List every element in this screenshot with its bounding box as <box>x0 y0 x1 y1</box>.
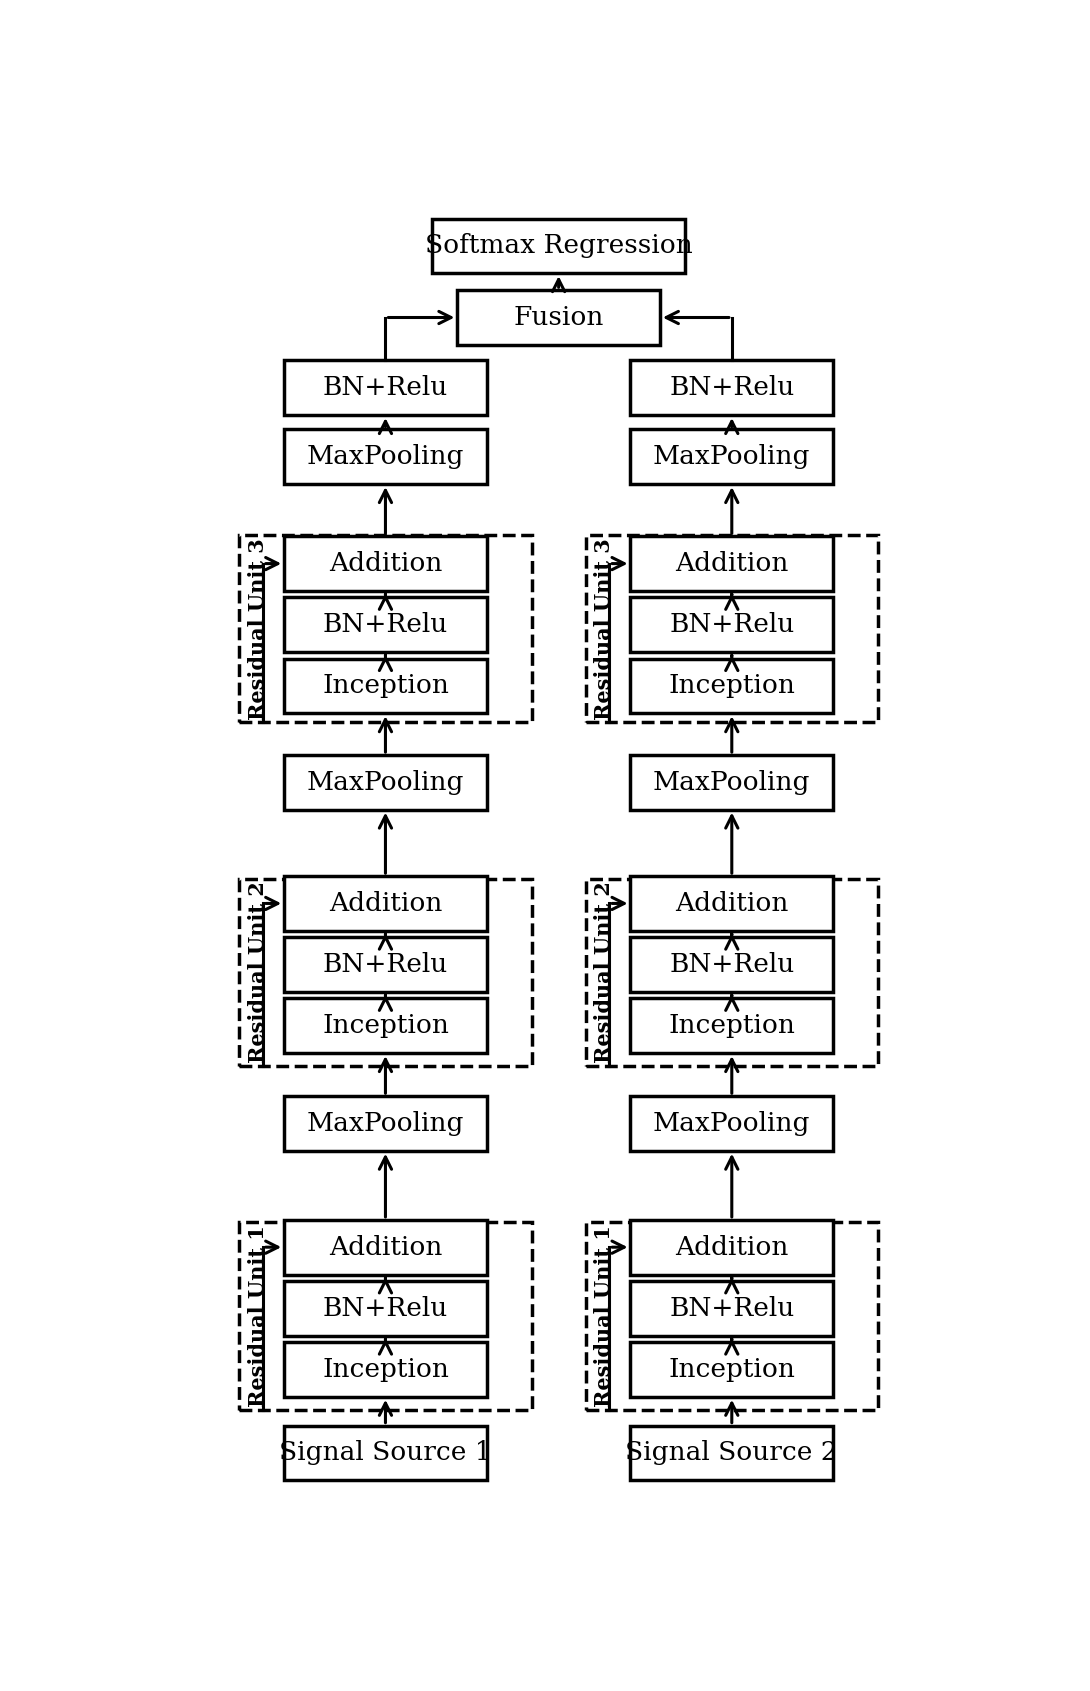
Text: Residual Unit 3: Residual Unit 3 <box>594 538 615 720</box>
Bar <box>432 218 686 274</box>
Text: BN+Relu: BN+Relu <box>323 952 448 977</box>
Bar <box>458 291 661 345</box>
Bar <box>585 1223 877 1410</box>
Text: Addition: Addition <box>329 1234 443 1260</box>
Bar <box>630 536 833 590</box>
Text: Signal Source 2: Signal Source 2 <box>626 1441 838 1466</box>
Bar <box>630 1426 833 1480</box>
Bar <box>630 754 833 810</box>
Text: BN+Relu: BN+Relu <box>323 1295 448 1321</box>
Text: Inception: Inception <box>322 1013 449 1038</box>
Bar <box>630 937 833 993</box>
Bar <box>284 998 487 1053</box>
Bar <box>240 1223 532 1410</box>
Bar <box>284 597 487 653</box>
Text: MaxPooling: MaxPooling <box>306 445 464 470</box>
Text: BN+Relu: BN+Relu <box>669 952 795 977</box>
Bar <box>240 879 532 1067</box>
Bar <box>284 1096 487 1152</box>
Text: Inception: Inception <box>322 673 449 698</box>
Bar <box>630 1096 833 1152</box>
Text: BN+Relu: BN+Relu <box>323 612 448 638</box>
Text: Softmax Regression: Softmax Regression <box>425 233 692 259</box>
Text: MaxPooling: MaxPooling <box>653 445 811 470</box>
Bar <box>284 1219 487 1275</box>
Text: BN+Relu: BN+Relu <box>669 1295 795 1321</box>
Bar <box>284 536 487 590</box>
Bar <box>630 1219 833 1275</box>
Bar <box>284 1282 487 1336</box>
Text: Addition: Addition <box>675 891 788 917</box>
Bar <box>630 430 833 484</box>
Text: BN+Relu: BN+Relu <box>323 375 448 401</box>
Bar <box>585 879 877 1067</box>
Bar <box>630 597 833 653</box>
Text: Residual Unit 2: Residual Unit 2 <box>247 881 268 1064</box>
Text: Addition: Addition <box>329 891 443 917</box>
Text: Addition: Addition <box>675 1234 788 1260</box>
Text: Inception: Inception <box>668 673 796 698</box>
Text: Addition: Addition <box>329 551 443 577</box>
Bar <box>630 659 833 714</box>
Bar <box>240 534 532 722</box>
Bar <box>284 360 487 416</box>
Text: Signal Source 1: Signal Source 1 <box>279 1441 492 1466</box>
Bar <box>630 1282 833 1336</box>
Text: MaxPooling: MaxPooling <box>653 769 811 795</box>
Bar <box>284 659 487 714</box>
Text: Addition: Addition <box>675 551 788 577</box>
Text: Fusion: Fusion <box>513 304 604 330</box>
Bar <box>630 360 833 416</box>
Bar <box>630 876 833 930</box>
Bar <box>630 1343 833 1397</box>
Bar <box>284 876 487 930</box>
Text: Residual Unit 1: Residual Unit 1 <box>594 1226 615 1407</box>
Text: BN+Relu: BN+Relu <box>669 375 795 401</box>
Bar <box>284 1343 487 1397</box>
Text: Residual Unit 2: Residual Unit 2 <box>594 881 615 1064</box>
Bar <box>585 534 877 722</box>
Text: MaxPooling: MaxPooling <box>306 769 464 795</box>
Text: Inception: Inception <box>668 1013 796 1038</box>
Text: Residual Unit 3: Residual Unit 3 <box>247 538 268 720</box>
Text: Residual Unit 1: Residual Unit 1 <box>247 1226 268 1407</box>
Bar <box>284 754 487 810</box>
Bar <box>630 998 833 1053</box>
Bar <box>284 430 487 484</box>
Text: Inception: Inception <box>668 1358 796 1382</box>
Bar <box>284 1426 487 1480</box>
Text: MaxPooling: MaxPooling <box>653 1111 811 1136</box>
Text: BN+Relu: BN+Relu <box>669 612 795 638</box>
Bar <box>284 937 487 993</box>
Text: MaxPooling: MaxPooling <box>306 1111 464 1136</box>
Text: Inception: Inception <box>322 1358 449 1382</box>
